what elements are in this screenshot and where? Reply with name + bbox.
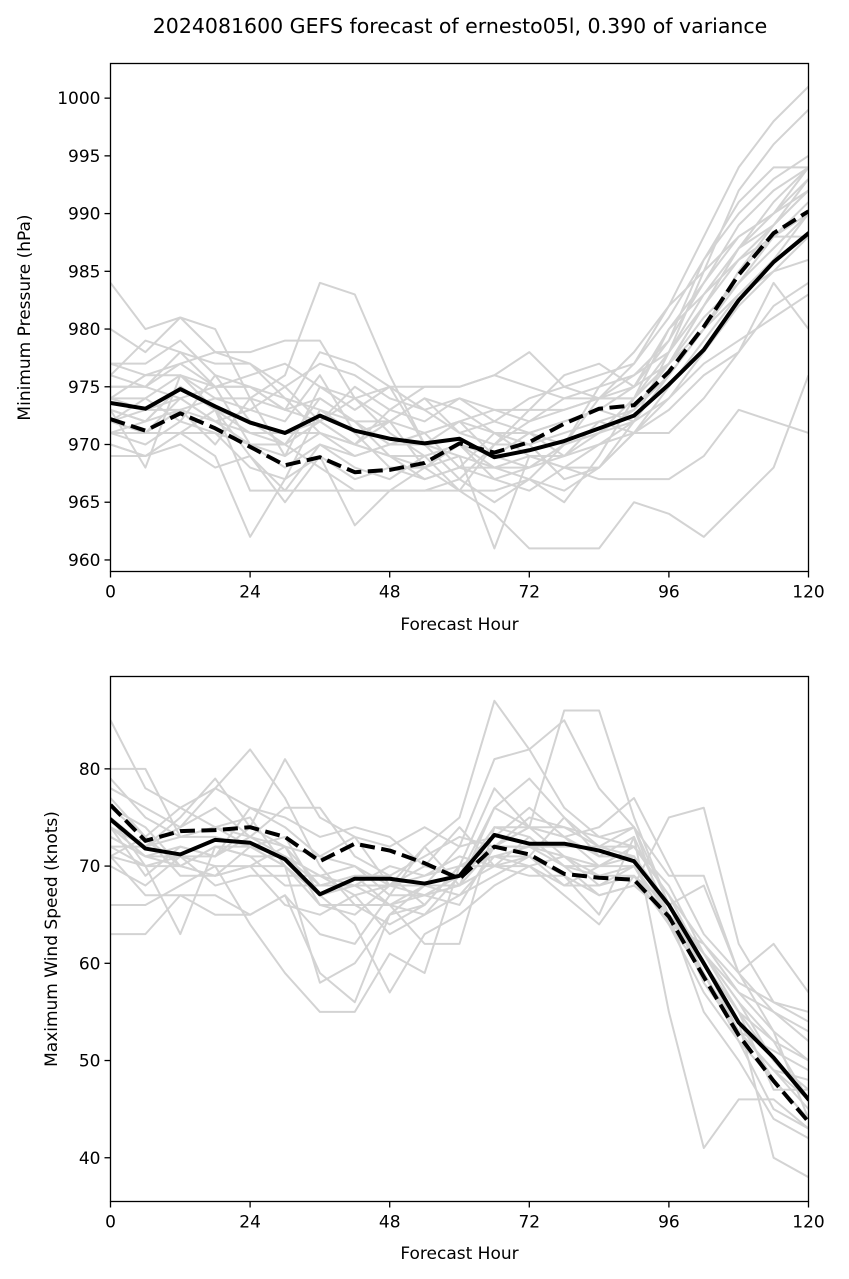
wind-member-line-15 [110, 845, 809, 1042]
wind-x-tick-label: 72 [518, 1213, 540, 1233]
wind-ticks-layer: 0 24 48 72 96 120 40 50 60 70 80 [79, 760, 825, 1233]
pressure-x-axis-label: Forecast Hour [400, 615, 518, 635]
wind-plot-frame [109, 675, 810, 1203]
pressure-plot-frame [109, 62, 810, 573]
pressure-x-tick-label: 24 [239, 583, 261, 603]
wind-x-axis-label: Forecast Hour [400, 1244, 518, 1264]
pressure-y-tick-label: 1000 [57, 89, 100, 109]
pressure-member-line-24 [110, 166, 809, 458]
pressure-y-tick-label: 985 [68, 262, 100, 282]
pressure-lines [110, 85, 809, 550]
wind-x-tick-label: 0 [105, 1213, 116, 1233]
pressure-highlight-solid-line [110, 231, 809, 460]
wind-x-tick-label: 96 [658, 1213, 680, 1233]
pressure-y-tick-label: 990 [68, 205, 100, 225]
wind-highlight-dashed-line [110, 803, 809, 1124]
pressure-y-tick-label: 970 [68, 436, 100, 456]
wind-y-tick-label: 50 [79, 1052, 101, 1072]
pressure-x-tick-label: 72 [518, 583, 540, 603]
pressure-series-layer [110, 85, 809, 550]
pressure-highlight-dashed-line [110, 209, 809, 475]
pressure-x-tick-label: 0 [105, 583, 116, 603]
pressure-member-line-20 [110, 178, 809, 446]
wind-x-tick-label: 24 [239, 1213, 261, 1233]
wind-lines [110, 699, 809, 1179]
maximum-wind-speed-chart: 0 24 48 72 96 120 40 50 60 70 80 Forecast Hour Max… [42, 675, 825, 1264]
pressure-y-axis-label: Minimum Pressure (hPa) [15, 214, 35, 420]
wind-member-line-5 [110, 806, 809, 1062]
pressure-ticks-layer: 0 24 48 72 96 120 960 965 970 975 980 985 990 995 1000 [57, 89, 824, 602]
pressure-x-tick-label: 96 [658, 583, 680, 603]
wind-x-tick-label: 48 [379, 1213, 401, 1233]
chart-title: 2024081600 GEFS forecast of ernesto05l, … [153, 14, 768, 38]
wind-highlight-solid-line [110, 817, 809, 1102]
pressure-x-tick-label: 48 [379, 583, 401, 603]
pressure-y-tick-label: 960 [68, 551, 100, 571]
wind-y-tick-label: 80 [79, 760, 101, 780]
wind-series-layer [110, 699, 809, 1179]
wind-y-tick-label: 40 [79, 1149, 101, 1169]
wind-y-tick-label: 60 [79, 954, 101, 974]
minimum-pressure-chart: 2024081600 GEFS forecast of ernesto05l, … [15, 14, 825, 635]
wind-x-tick-label: 120 [792, 1213, 824, 1233]
pressure-x-tick-label: 120 [792, 583, 824, 603]
pressure-y-tick-label: 980 [68, 320, 100, 340]
pressure-y-tick-label: 995 [68, 147, 100, 167]
wind-y-axis-label: Maximum Wind Speed (knots) [42, 811, 62, 1067]
wind-y-tick-label: 70 [79, 857, 101, 877]
pressure-y-tick-label: 965 [68, 493, 100, 513]
pressure-y-tick-label: 975 [68, 378, 100, 398]
